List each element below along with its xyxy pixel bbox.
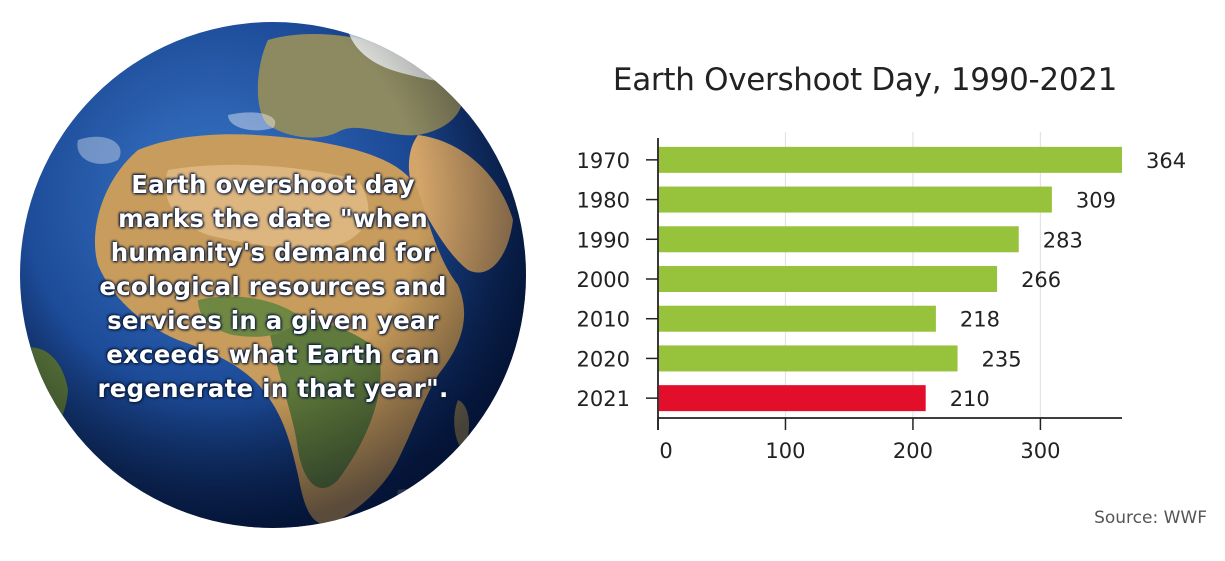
earth-globe-image bbox=[20, 22, 526, 528]
category-label-2010: 2010 bbox=[577, 308, 630, 332]
category-label-2021: 2021 bbox=[577, 387, 630, 411]
value-label-1990: 283 bbox=[1043, 228, 1083, 252]
globe-caption-text: Earth overshoot day marks the date "when… bbox=[97, 170, 449, 403]
bar-1980 bbox=[659, 186, 1052, 213]
bar-series: 364 309 283 266 218 235 210 bbox=[659, 146, 1186, 412]
bar-2000 bbox=[659, 266, 998, 292]
category-label-2020: 2020 bbox=[577, 347, 630, 371]
x-tick-label-300: 300 bbox=[1020, 439, 1060, 463]
value-label-2010: 218 bbox=[960, 308, 1000, 332]
category-label-1980: 1980 bbox=[577, 189, 630, 213]
bar-2021 bbox=[659, 385, 926, 412]
source-note: Source: WWF bbox=[1094, 508, 1207, 528]
category-label-1970: 1970 bbox=[577, 149, 630, 173]
bar-1970 bbox=[659, 146, 1122, 173]
bar-1990 bbox=[659, 226, 1019, 253]
value-label-1980: 309 bbox=[1076, 189, 1116, 213]
category-label-1990: 1990 bbox=[577, 228, 630, 252]
value-label-2021: 210 bbox=[950, 387, 990, 411]
x-tick-label-200: 200 bbox=[893, 439, 933, 463]
value-label-1970: 364 bbox=[1146, 149, 1186, 173]
chart-title: Earth Overshoot Day, 1990-2021 bbox=[612, 62, 1118, 98]
value-label-2020: 235 bbox=[982, 347, 1022, 371]
category-label-2000: 2000 bbox=[577, 268, 630, 292]
chart-axes: 1970 1980 1990 2000 2010 2020 2021 0 100 200 300 bbox=[577, 138, 1122, 463]
bar-2010 bbox=[659, 305, 936, 332]
value-label-2000: 266 bbox=[1021, 268, 1061, 292]
bar-2020 bbox=[659, 345, 958, 372]
x-tick-label-0: 0 bbox=[659, 439, 672, 463]
x-tick-label-100: 100 bbox=[765, 439, 805, 463]
globe-illustration: Earth overshoot day marks the date "when… bbox=[18, 20, 528, 530]
